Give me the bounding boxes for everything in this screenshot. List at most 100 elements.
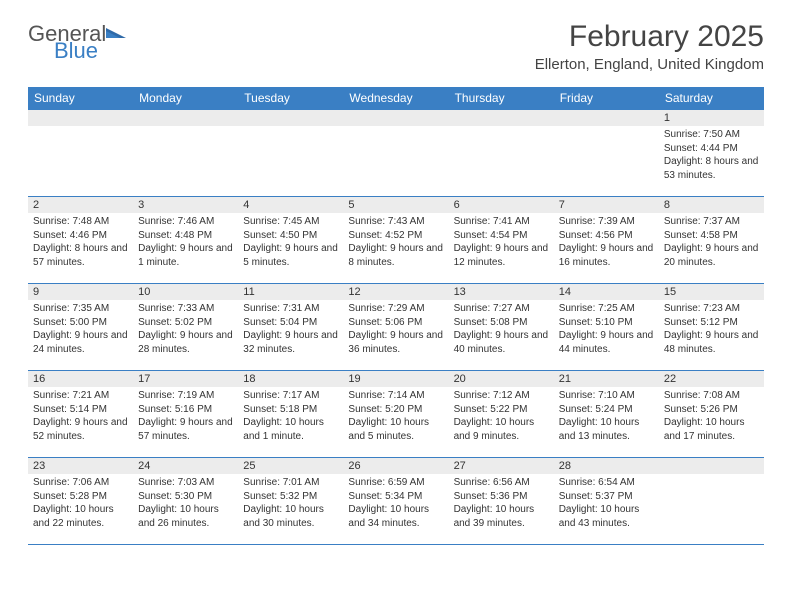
day-line: Sunrise: 7:41 AM	[454, 215, 549, 229]
day-number: 26	[343, 458, 448, 474]
day-body: Sunrise: 7:41 AMSunset: 4:54 PMDaylight:…	[449, 213, 554, 273]
day-line: Sunrise: 7:46 AM	[138, 215, 233, 229]
day-header-sunday: Sunday	[28, 87, 133, 109]
day-line: Daylight: 9 hours and 1 minute.	[138, 242, 233, 269]
day-cell: 14Sunrise: 7:25 AMSunset: 5:10 PMDayligh…	[554, 284, 659, 370]
day-cell: 19Sunrise: 7:14 AMSunset: 5:20 PMDayligh…	[343, 371, 448, 457]
day-number	[659, 458, 764, 474]
day-body: Sunrise: 7:43 AMSunset: 4:52 PMDaylight:…	[343, 213, 448, 273]
day-body: Sunrise: 7:29 AMSunset: 5:06 PMDaylight:…	[343, 300, 448, 360]
day-number	[554, 110, 659, 126]
day-cell: 2Sunrise: 7:48 AMSunset: 4:46 PMDaylight…	[28, 197, 133, 283]
day-line: Sunrise: 7:06 AM	[33, 476, 128, 490]
day-line: Sunset: 5:14 PM	[33, 403, 128, 417]
day-line: Sunset: 5:04 PM	[243, 316, 338, 330]
day-line: Sunrise: 7:23 AM	[664, 302, 759, 316]
day-number	[343, 110, 448, 126]
day-cell: 6Sunrise: 7:41 AMSunset: 4:54 PMDaylight…	[449, 197, 554, 283]
logo-text-block: General Blue	[28, 24, 128, 62]
day-number: 16	[28, 371, 133, 387]
day-line: Daylight: 9 hours and 20 minutes.	[664, 242, 759, 269]
day-line: Daylight: 8 hours and 57 minutes.	[33, 242, 128, 269]
day-body: Sunrise: 7:01 AMSunset: 5:32 PMDaylight:…	[238, 474, 343, 534]
day-line: Daylight: 9 hours and 57 minutes.	[138, 416, 233, 443]
day-number: 6	[449, 197, 554, 213]
day-line: Sunrise: 7:33 AM	[138, 302, 233, 316]
day-number	[238, 110, 343, 126]
day-header-row: SundayMondayTuesdayWednesdayThursdayFrid…	[28, 87, 764, 109]
day-line: Daylight: 10 hours and 5 minutes.	[348, 416, 443, 443]
weeks-container: 1Sunrise: 7:50 AMSunset: 4:44 PMDaylight…	[28, 109, 764, 545]
day-body: Sunrise: 7:31 AMSunset: 5:04 PMDaylight:…	[238, 300, 343, 360]
day-number: 11	[238, 284, 343, 300]
day-line: Daylight: 10 hours and 17 minutes.	[664, 416, 759, 443]
day-line: Sunrise: 7:48 AM	[33, 215, 128, 229]
day-number: 21	[554, 371, 659, 387]
day-body: Sunrise: 7:48 AMSunset: 4:46 PMDaylight:…	[28, 213, 133, 273]
day-number: 3	[133, 197, 238, 213]
day-number	[28, 110, 133, 126]
day-number: 4	[238, 197, 343, 213]
day-number: 2	[28, 197, 133, 213]
day-line: Daylight: 9 hours and 40 minutes.	[454, 329, 549, 356]
day-line: Sunset: 5:16 PM	[138, 403, 233, 417]
logo: General Blue	[28, 20, 128, 62]
day-body: Sunrise: 7:23 AMSunset: 5:12 PMDaylight:…	[659, 300, 764, 360]
day-line: Daylight: 10 hours and 1 minute.	[243, 416, 338, 443]
day-line: Sunrise: 7:29 AM	[348, 302, 443, 316]
day-number: 23	[28, 458, 133, 474]
day-body	[554, 126, 659, 132]
day-line: Sunset: 5:12 PM	[664, 316, 759, 330]
day-number: 8	[659, 197, 764, 213]
day-number: 27	[449, 458, 554, 474]
day-cell: 26Sunrise: 6:59 AMSunset: 5:34 PMDayligh…	[343, 458, 448, 544]
day-line: Sunset: 5:36 PM	[454, 490, 549, 504]
day-body: Sunrise: 7:27 AMSunset: 5:08 PMDaylight:…	[449, 300, 554, 360]
day-header-tuesday: Tuesday	[238, 87, 343, 109]
day-cell: 17Sunrise: 7:19 AMSunset: 5:16 PMDayligh…	[133, 371, 238, 457]
day-line: Sunset: 4:50 PM	[243, 229, 338, 243]
day-cell: 23Sunrise: 7:06 AMSunset: 5:28 PMDayligh…	[28, 458, 133, 544]
calendar: SundayMondayTuesdayWednesdayThursdayFrid…	[28, 87, 764, 545]
day-number: 13	[449, 284, 554, 300]
day-line: Sunset: 4:54 PM	[454, 229, 549, 243]
day-header-wednesday: Wednesday	[343, 87, 448, 109]
day-cell: 8Sunrise: 7:37 AMSunset: 4:58 PMDaylight…	[659, 197, 764, 283]
day-header-monday: Monday	[133, 87, 238, 109]
day-cell	[343, 110, 448, 196]
day-body: Sunrise: 7:37 AMSunset: 4:58 PMDaylight:…	[659, 213, 764, 273]
day-body: Sunrise: 7:45 AMSunset: 4:50 PMDaylight:…	[238, 213, 343, 273]
day-header-saturday: Saturday	[659, 87, 764, 109]
day-line: Daylight: 9 hours and 52 minutes.	[33, 416, 128, 443]
day-cell	[449, 110, 554, 196]
day-body: Sunrise: 7:06 AMSunset: 5:28 PMDaylight:…	[28, 474, 133, 534]
week-row: 9Sunrise: 7:35 AMSunset: 5:00 PMDaylight…	[28, 283, 764, 370]
day-cell: 1Sunrise: 7:50 AMSunset: 4:44 PMDaylight…	[659, 110, 764, 196]
day-body: Sunrise: 6:59 AMSunset: 5:34 PMDaylight:…	[343, 474, 448, 534]
day-line: Sunset: 5:28 PM	[33, 490, 128, 504]
day-cell: 20Sunrise: 7:12 AMSunset: 5:22 PMDayligh…	[449, 371, 554, 457]
week-row: 2Sunrise: 7:48 AMSunset: 4:46 PMDaylight…	[28, 196, 764, 283]
day-body: Sunrise: 7:03 AMSunset: 5:30 PMDaylight:…	[133, 474, 238, 534]
day-line: Sunset: 5:02 PM	[138, 316, 233, 330]
day-line: Sunrise: 7:27 AM	[454, 302, 549, 316]
header: General Blue February 2025 Ellerton, Eng…	[28, 20, 764, 73]
day-body	[343, 126, 448, 132]
day-number: 1	[659, 110, 764, 126]
day-line: Sunrise: 7:35 AM	[33, 302, 128, 316]
day-cell: 16Sunrise: 7:21 AMSunset: 5:14 PMDayligh…	[28, 371, 133, 457]
day-line: Daylight: 9 hours and 28 minutes.	[138, 329, 233, 356]
day-body: Sunrise: 6:54 AMSunset: 5:37 PMDaylight:…	[554, 474, 659, 534]
day-line: Daylight: 9 hours and 44 minutes.	[559, 329, 654, 356]
day-number: 9	[28, 284, 133, 300]
day-body: Sunrise: 7:50 AMSunset: 4:44 PMDaylight:…	[659, 126, 764, 186]
day-cell: 24Sunrise: 7:03 AMSunset: 5:30 PMDayligh…	[133, 458, 238, 544]
page-title: February 2025	[535, 20, 764, 54]
day-body: Sunrise: 7:39 AMSunset: 4:56 PMDaylight:…	[554, 213, 659, 273]
day-line: Daylight: 8 hours and 53 minutes.	[664, 155, 759, 182]
week-row: 16Sunrise: 7:21 AMSunset: 5:14 PMDayligh…	[28, 370, 764, 457]
day-line: Sunset: 5:37 PM	[559, 490, 654, 504]
location-text: Ellerton, England, United Kingdom	[535, 56, 764, 73]
day-body: Sunrise: 7:08 AMSunset: 5:26 PMDaylight:…	[659, 387, 764, 447]
logo-text-blue: Blue	[54, 41, 128, 62]
